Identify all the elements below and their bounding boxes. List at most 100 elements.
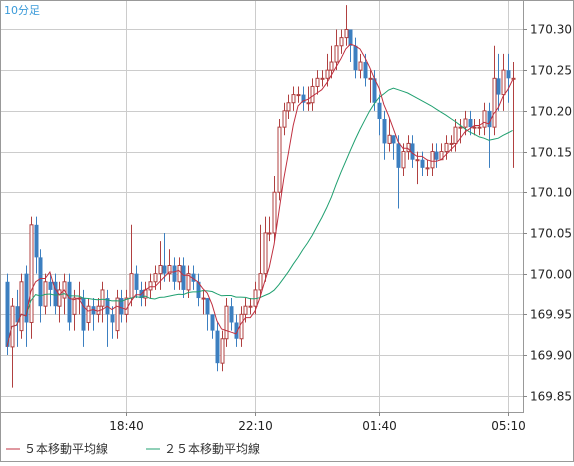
candle-body [220, 338, 225, 364]
candle-down [496, 53, 501, 111]
candle-up [430, 143, 435, 176]
x-tick-label: 22:10 [238, 419, 273, 433]
candle-body [38, 257, 43, 307]
candle-up [368, 70, 373, 103]
candle-body [482, 110, 487, 128]
candle-down [24, 265, 29, 347]
candle-down [48, 273, 53, 307]
candle-down [110, 306, 115, 339]
candle-body [477, 126, 482, 129]
moving-average-lines [6, 43, 514, 348]
candle-body [124, 297, 129, 315]
candle-body [310, 85, 315, 104]
candle-body [415, 159, 420, 162]
candle-down [210, 314, 215, 339]
candle-down [5, 273, 10, 356]
candle-body [134, 273, 139, 290]
candle-down [205, 298, 210, 331]
candle-down [162, 232, 167, 282]
candle-up [86, 298, 91, 331]
candle-down [181, 257, 186, 299]
candle-body [148, 281, 153, 291]
candle-down [234, 314, 239, 347]
candle-up [272, 175, 277, 242]
x-tick-label: 01:40 [362, 419, 397, 433]
candle-body [353, 45, 358, 71]
candle-body [29, 224, 34, 323]
candle-body [344, 28, 349, 39]
candle-up [258, 224, 263, 299]
candle-down [119, 289, 124, 323]
candle-body [410, 143, 415, 160]
candle-body [372, 78, 377, 103]
candle-body [267, 232, 272, 235]
candle-body [496, 78, 501, 95]
candle-down [91, 298, 96, 331]
candle-body [158, 265, 163, 275]
candle-body [430, 151, 435, 169]
candle-body [205, 298, 210, 315]
candle-body [215, 330, 220, 364]
candle-body [487, 110, 492, 128]
candle-body [53, 281, 58, 307]
candle-body [363, 62, 368, 79]
candle-down [229, 298, 234, 331]
candle-body [15, 306, 20, 323]
candle-up [315, 70, 320, 95]
candle-down [348, 29, 353, 63]
candle-body [258, 273, 263, 291]
candle-down [420, 151, 425, 176]
candle-up [291, 86, 296, 111]
candle-body [391, 135, 396, 144]
candle-up [72, 289, 77, 331]
candle-body [191, 273, 196, 282]
candle-body [425, 167, 430, 170]
candle-body [334, 45, 339, 63]
candle-body [24, 273, 29, 323]
candle-up [29, 216, 34, 339]
candle-body [263, 232, 268, 275]
candle-up [177, 257, 182, 290]
candle-body [286, 102, 291, 112]
timeframe-label: 10分足 [4, 4, 40, 17]
plot-area [0, 0, 524, 413]
candle-body [86, 305, 91, 323]
candle-body [162, 265, 167, 274]
y-tick-label: 170.15 [530, 146, 572, 160]
candle-up [115, 289, 120, 339]
candle-down [382, 110, 387, 160]
candle-body [492, 77, 497, 128]
candle-up [296, 86, 301, 103]
candle-body [81, 298, 86, 331]
candle-body [243, 305, 248, 315]
candle-body [420, 159, 425, 168]
candle-up [472, 119, 477, 136]
candle-up [344, 5, 349, 46]
candle-body [329, 61, 334, 71]
candle-up [425, 159, 430, 176]
candle-body [320, 77, 325, 80]
candle-down [377, 94, 382, 136]
candle-down [196, 273, 201, 307]
candle-up [482, 102, 487, 136]
candle-body [172, 265, 177, 282]
candle-body [325, 69, 330, 79]
y-tick-label: 169.90 [530, 349, 572, 363]
candle-up [401, 143, 406, 176]
y-axis-ticks: 170.30 170.25 170.20 170.15 170.10 170.05 170.… [523, 23, 572, 404]
candle-down [191, 265, 196, 290]
y-tick-label: 170.05 [530, 227, 572, 241]
candle-up [329, 45, 334, 79]
candle-body [511, 77, 516, 80]
candle-body [296, 94, 301, 97]
candle-body [177, 265, 182, 283]
candle-up [57, 281, 62, 323]
candle-down [172, 257, 177, 290]
candle-up [19, 273, 24, 339]
candle-up [358, 53, 363, 79]
candle-body [153, 273, 158, 283]
candle-body [100, 289, 105, 307]
candle-down [468, 110, 473, 136]
candle-down [410, 135, 415, 168]
